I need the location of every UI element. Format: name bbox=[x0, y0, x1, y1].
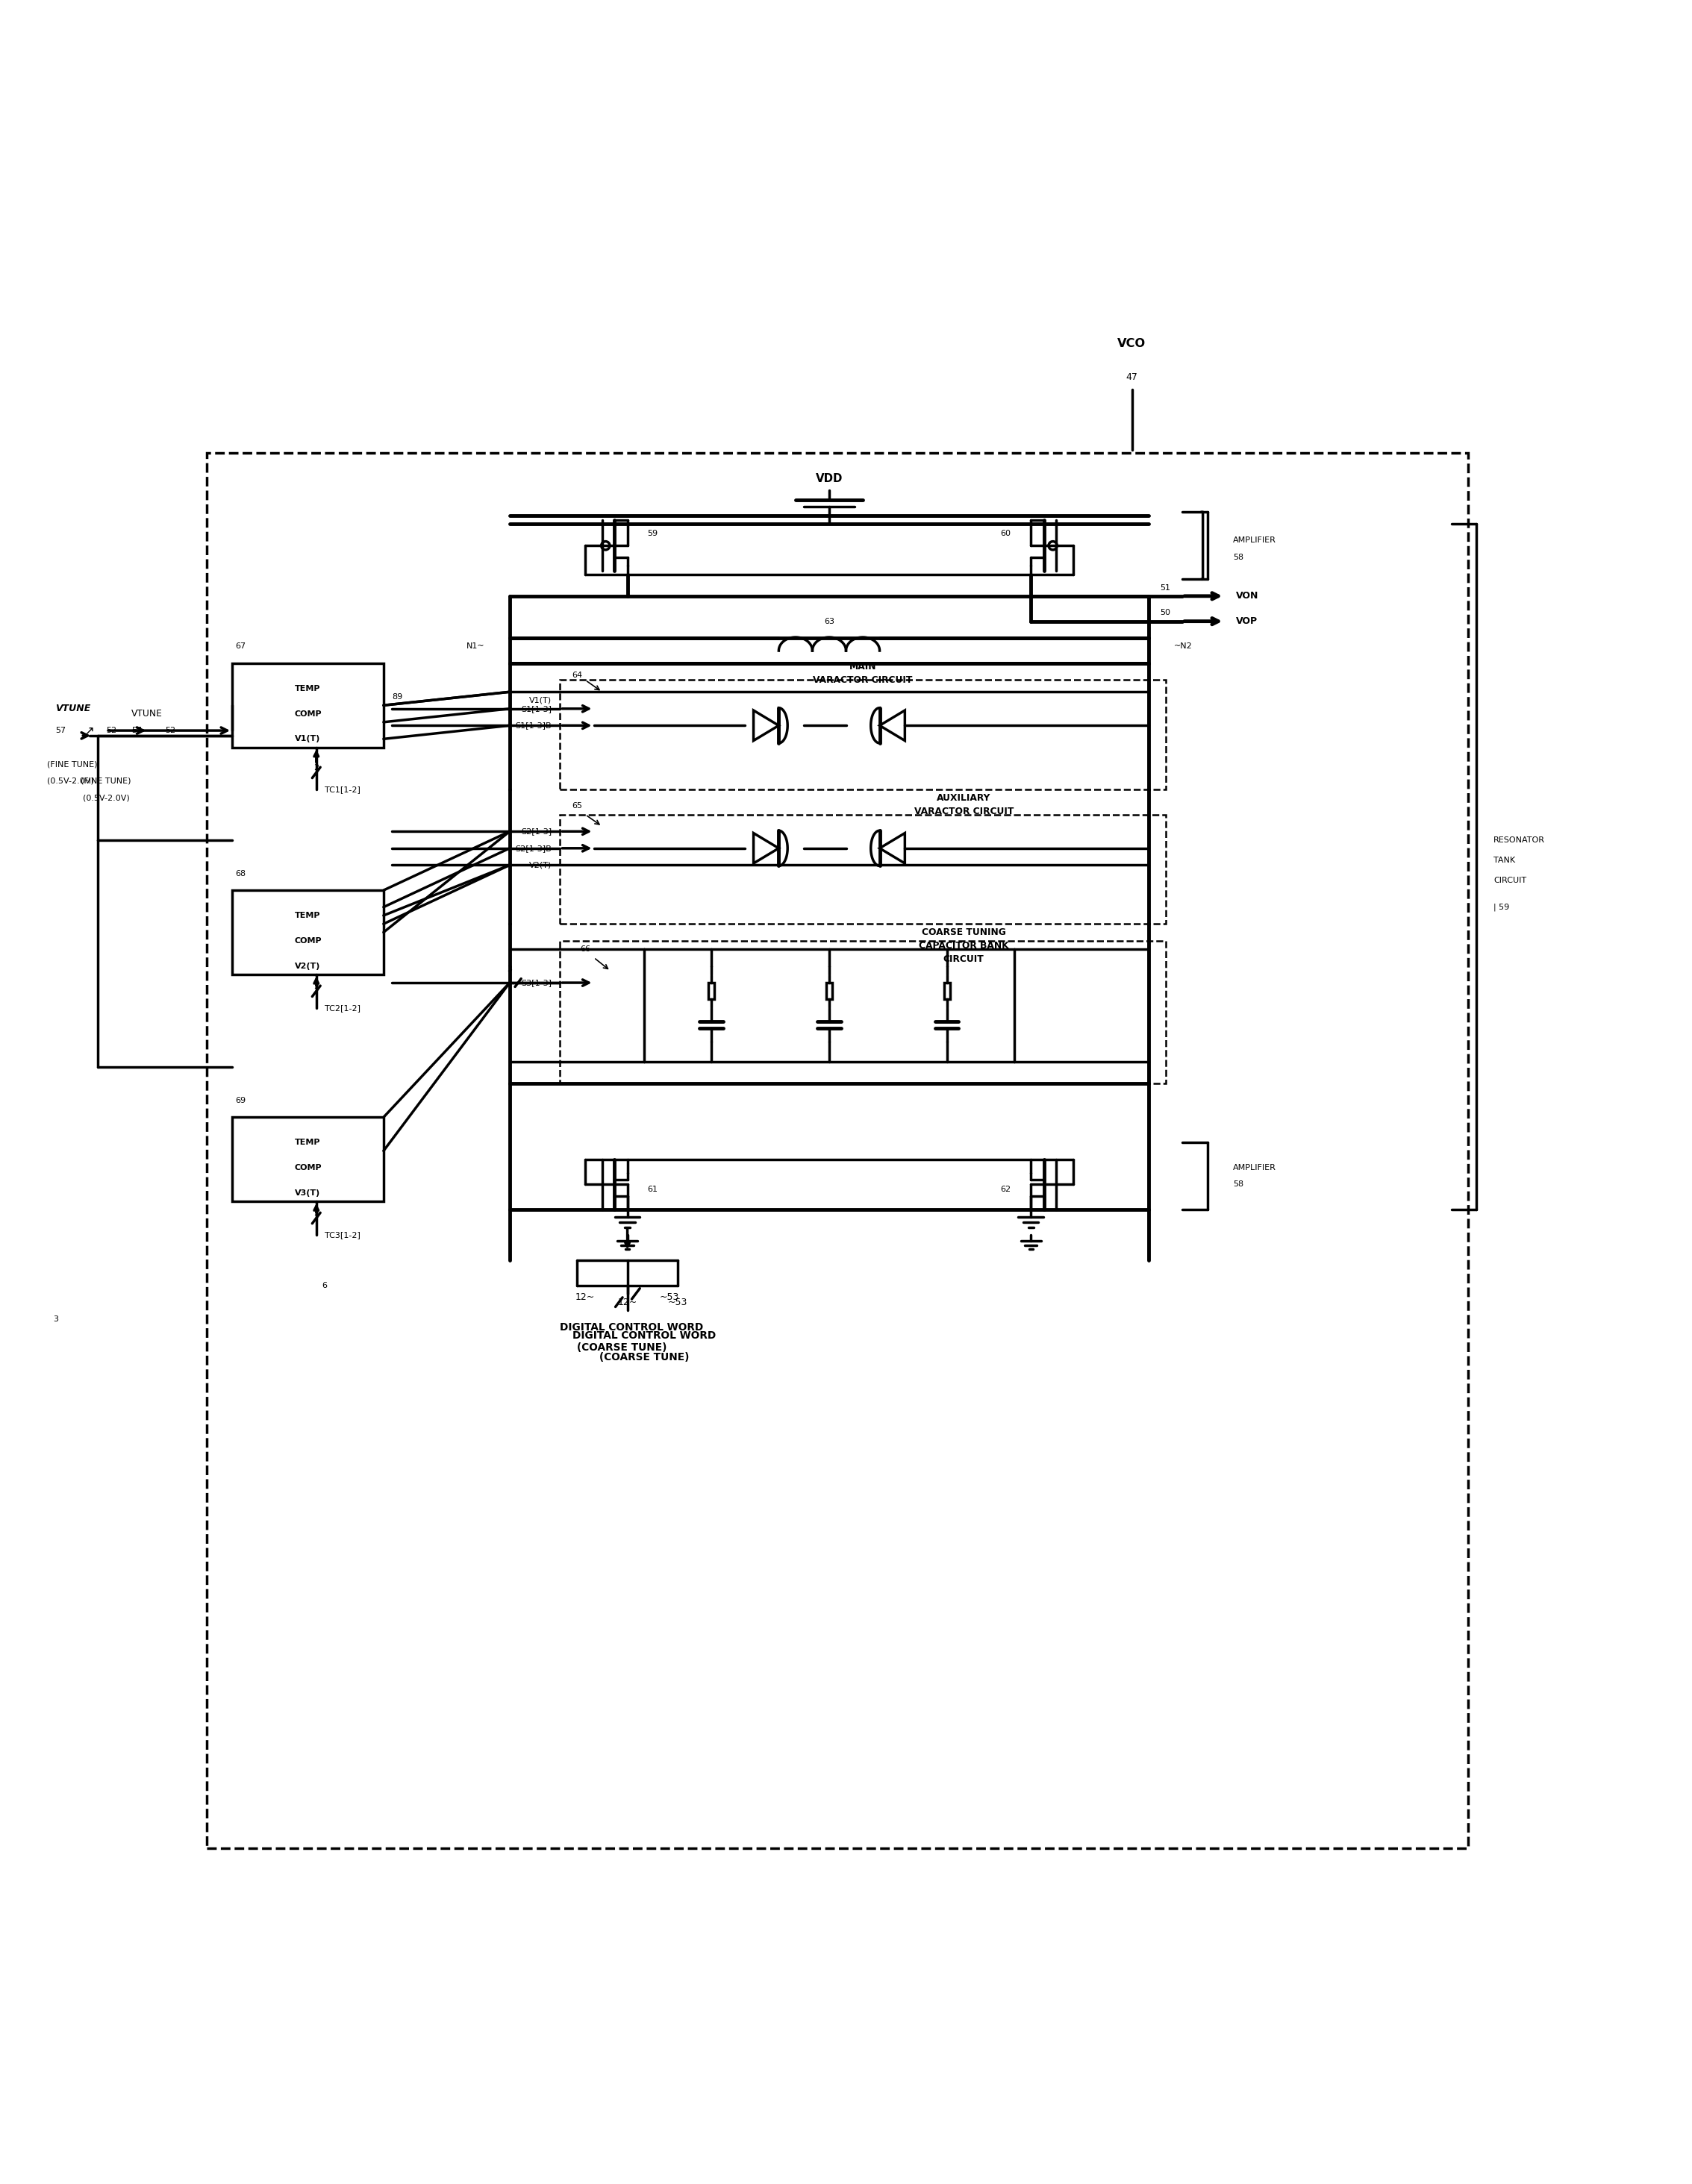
Text: TC3[1-2]: TC3[1-2] bbox=[325, 1232, 360, 1238]
Text: CIRCUIT: CIRCUIT bbox=[942, 954, 985, 963]
Text: (FINE TUNE): (FINE TUNE) bbox=[81, 778, 132, 784]
Bar bbox=[232, 1118, 384, 1201]
Text: 69: 69 bbox=[235, 1096, 245, 1105]
Text: COMP: COMP bbox=[294, 937, 321, 943]
Text: 67: 67 bbox=[235, 642, 245, 651]
Text: VTUNE: VTUNE bbox=[132, 710, 162, 719]
Text: TC1[1-2]: TC1[1-2] bbox=[325, 786, 360, 793]
Polygon shape bbox=[753, 832, 778, 863]
Bar bbox=[560, 941, 1166, 1083]
Text: | 59: | 59 bbox=[1494, 904, 1509, 911]
Text: 89: 89 bbox=[393, 692, 403, 701]
Text: (0.5V-2.0V): (0.5V-2.0V) bbox=[47, 778, 95, 784]
Text: 47: 47 bbox=[1125, 373, 1137, 382]
Text: (0.5V-2.0V): (0.5V-2.0V) bbox=[83, 795, 130, 802]
Text: V3(T): V3(T) bbox=[294, 1188, 321, 1197]
Text: 62: 62 bbox=[1000, 1186, 1012, 1192]
Text: AMPLIFIER: AMPLIFIER bbox=[1233, 1164, 1276, 1171]
Text: 64: 64 bbox=[572, 670, 582, 679]
Polygon shape bbox=[880, 832, 905, 863]
Text: 65: 65 bbox=[572, 802, 582, 810]
Text: 2: 2 bbox=[313, 764, 320, 771]
Text: TEMP: TEMP bbox=[294, 1138, 321, 1147]
Text: TEMP: TEMP bbox=[294, 911, 321, 919]
Text: V1(T): V1(T) bbox=[294, 736, 321, 743]
Text: VARACTOR CIRCUIT: VARACTOR CIRCUIT bbox=[814, 675, 912, 686]
Text: VTUNE: VTUNE bbox=[56, 703, 91, 714]
Text: 51: 51 bbox=[1161, 583, 1171, 592]
Polygon shape bbox=[753, 710, 778, 740]
Text: VDD: VDD bbox=[816, 472, 843, 485]
Text: S1[1-3]: S1[1-3] bbox=[521, 705, 552, 712]
Text: COMP: COMP bbox=[294, 1164, 321, 1171]
Text: VON: VON bbox=[1237, 592, 1259, 601]
Text: TEMP: TEMP bbox=[294, 686, 321, 692]
Text: COARSE TUNING: COARSE TUNING bbox=[922, 928, 1005, 937]
Text: 50: 50 bbox=[1161, 609, 1171, 616]
Polygon shape bbox=[880, 710, 905, 740]
Text: 2: 2 bbox=[313, 983, 320, 989]
Text: 52: 52 bbox=[107, 727, 117, 734]
Text: VOP: VOP bbox=[1237, 616, 1257, 627]
Text: S1[1-3]B: S1[1-3]B bbox=[516, 721, 552, 729]
Text: VCO: VCO bbox=[1118, 339, 1145, 349]
Text: 59: 59 bbox=[648, 531, 658, 537]
Text: S2[1-3]: S2[1-3] bbox=[521, 828, 552, 834]
Bar bbox=[826, 983, 832, 1000]
Bar bbox=[709, 983, 714, 1000]
Text: COMP: COMP bbox=[294, 710, 321, 719]
Text: DIGITAL CONTROL WORD: DIGITAL CONTROL WORD bbox=[572, 1330, 716, 1341]
Text: 3: 3 bbox=[508, 965, 513, 974]
Bar bbox=[944, 983, 949, 1000]
Text: CIRCUIT: CIRCUIT bbox=[1494, 876, 1526, 885]
Text: S2[1-3]B: S2[1-3]B bbox=[516, 845, 552, 852]
Text: 2: 2 bbox=[313, 1210, 320, 1216]
Text: (COARSE TUNE): (COARSE TUNE) bbox=[577, 1343, 667, 1352]
Text: V1(T): V1(T) bbox=[530, 697, 552, 703]
Text: 12~: 12~ bbox=[618, 1297, 638, 1306]
Text: 57: 57 bbox=[56, 727, 66, 734]
Text: 57: 57 bbox=[132, 727, 142, 734]
Text: 66: 66 bbox=[580, 946, 591, 952]
Text: MAIN: MAIN bbox=[849, 662, 876, 670]
Text: DIGITAL CONTROL WORD: DIGITAL CONTROL WORD bbox=[560, 1321, 704, 1332]
Text: AUXILIARY: AUXILIARY bbox=[937, 793, 992, 804]
Bar bbox=[560, 815, 1166, 924]
Text: 52: 52 bbox=[164, 727, 176, 734]
Bar bbox=[560, 679, 1166, 788]
Bar bbox=[232, 664, 384, 747]
Text: 6: 6 bbox=[321, 1282, 327, 1289]
Text: V2(T): V2(T) bbox=[530, 860, 552, 869]
Text: ~53: ~53 bbox=[668, 1297, 687, 1306]
Text: CAPACITOR BANK: CAPACITOR BANK bbox=[919, 941, 1008, 950]
Text: 58: 58 bbox=[1233, 555, 1244, 561]
Text: VARACTOR CIRCUIT: VARACTOR CIRCUIT bbox=[914, 806, 1014, 817]
Text: ~53: ~53 bbox=[660, 1293, 678, 1302]
Text: TANK: TANK bbox=[1494, 856, 1514, 863]
Text: 3: 3 bbox=[52, 1315, 58, 1324]
Text: 58: 58 bbox=[1233, 1182, 1244, 1188]
Text: TC2[1-2]: TC2[1-2] bbox=[325, 1005, 360, 1011]
Text: S3[1-3]: S3[1-3] bbox=[521, 978, 552, 987]
Text: 12~: 12~ bbox=[575, 1293, 596, 1302]
Text: V2(T): V2(T) bbox=[294, 963, 321, 970]
Text: AMPLIFIER: AMPLIFIER bbox=[1233, 537, 1276, 544]
Text: 68: 68 bbox=[235, 869, 245, 878]
Text: N1~: N1~ bbox=[465, 642, 484, 651]
Text: ~N2: ~N2 bbox=[1174, 642, 1193, 651]
Bar bbox=[206, 452, 1469, 1848]
Text: ↗: ↗ bbox=[85, 723, 95, 738]
Bar bbox=[232, 891, 384, 974]
Text: (COARSE TUNE): (COARSE TUNE) bbox=[599, 1352, 689, 1363]
Text: RESONATOR: RESONATOR bbox=[1494, 836, 1545, 843]
Text: 61: 61 bbox=[648, 1186, 658, 1192]
Text: (FINE TUNE): (FINE TUNE) bbox=[47, 760, 98, 769]
Text: 63: 63 bbox=[824, 618, 834, 625]
Text: 60: 60 bbox=[1000, 531, 1012, 537]
